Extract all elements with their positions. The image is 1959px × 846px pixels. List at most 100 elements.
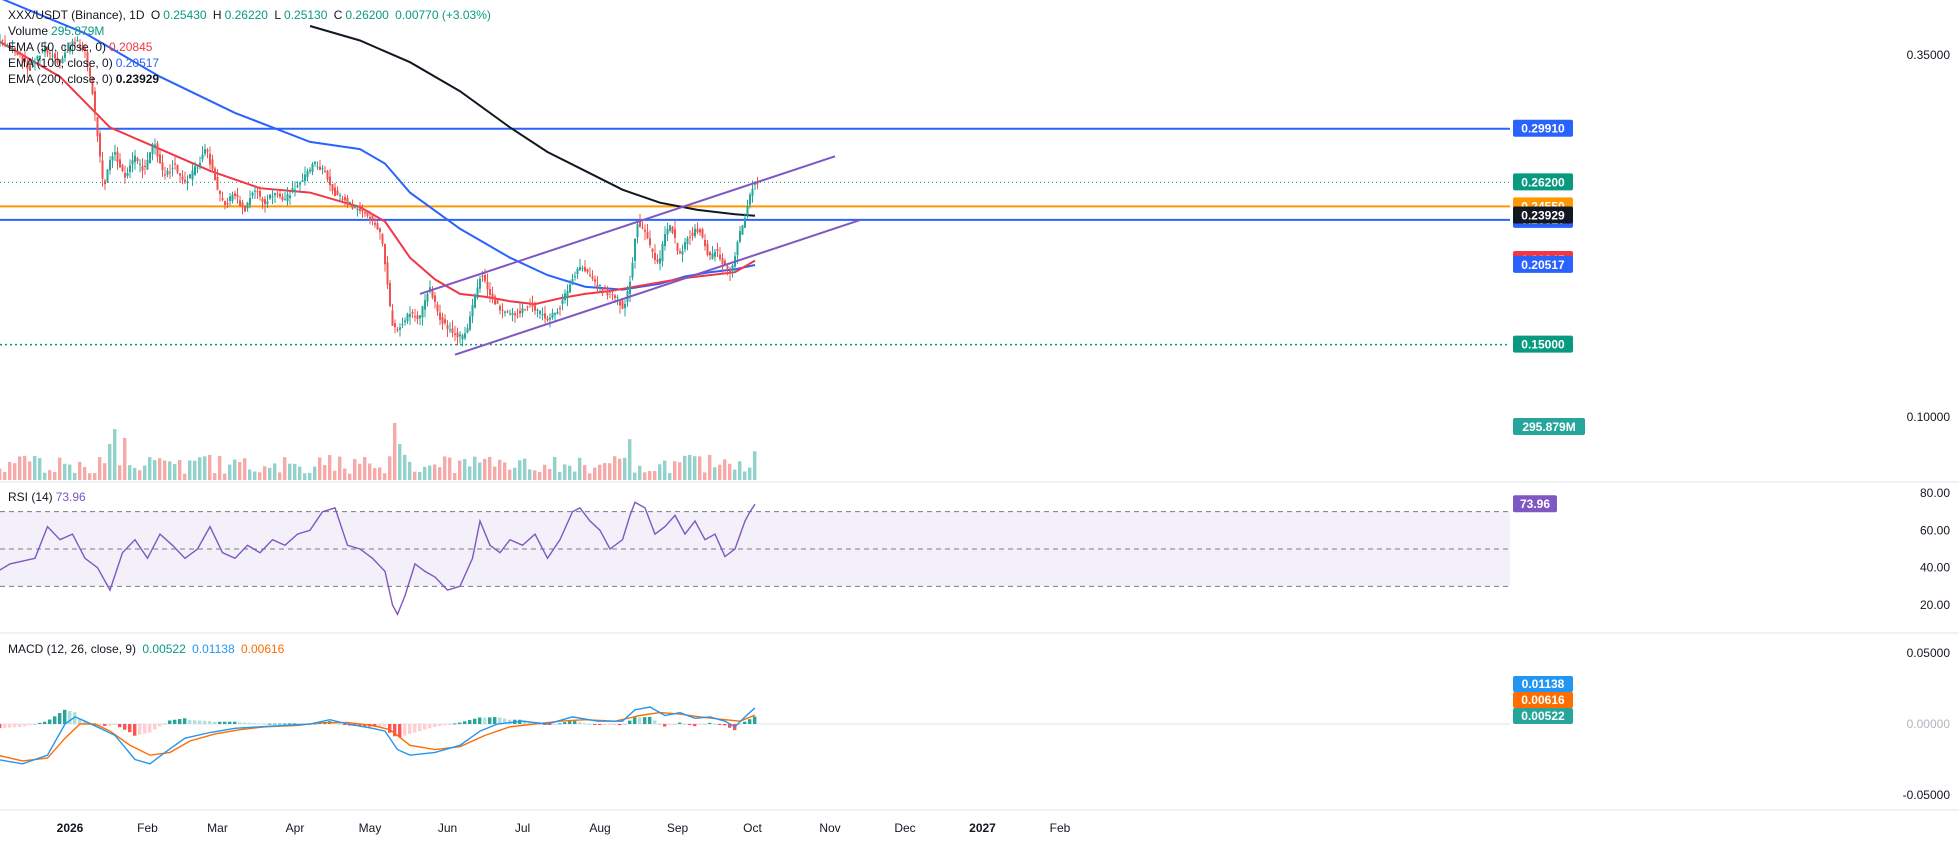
candle-body (431, 290, 434, 298)
rsi-tick-label: 20.00 (1920, 598, 1950, 612)
volume-bar (13, 463, 17, 480)
macd-histogram-bar (23, 724, 27, 727)
candle-body (309, 169, 311, 172)
candle-body (519, 310, 521, 314)
volume-bar (383, 473, 387, 480)
macd-histogram-bar (423, 724, 427, 730)
volume-bar (583, 465, 587, 480)
volume-bar (708, 454, 712, 480)
candle-body (424, 300, 426, 310)
candle-body (131, 160, 134, 165)
price-tag-label: 0.20517 (1521, 258, 1565, 272)
candle-body (521, 308, 524, 313)
candle-body (139, 163, 141, 165)
volume-bar (58, 457, 62, 480)
candle-body (229, 196, 231, 201)
candle-body (564, 293, 566, 300)
macd-histogram-bar (198, 720, 202, 724)
candle-body (566, 290, 569, 298)
candle-body (559, 308, 561, 310)
macd-histogram-bar (273, 723, 277, 725)
candle-body (696, 228, 699, 233)
macd-histogram-bar (538, 723, 542, 725)
macd-histogram-bar (128, 724, 132, 733)
volume-bar (638, 465, 642, 480)
candle-body (554, 312, 556, 315)
volume-bar (128, 465, 132, 480)
candle-body (514, 313, 516, 316)
volume-bar (378, 467, 382, 480)
volume-bar (53, 471, 57, 480)
candle-body (724, 260, 726, 265)
legend-macd-signal: 0.00616 (240, 642, 285, 656)
volume-bar (43, 472, 47, 480)
price-tag-label: 0.23929 (1521, 208, 1565, 222)
candle-body (676, 243, 679, 251)
candle-body (671, 226, 674, 233)
volume-bar (398, 444, 402, 480)
volume-tag-label: 295.879M (1522, 420, 1575, 434)
volume-bar (48, 470, 52, 480)
macd-histogram-bar (178, 719, 182, 724)
volume-bar (548, 468, 552, 480)
rsi-tick-label: 60.00 (1920, 523, 1950, 537)
macd-histogram-bar (203, 720, 207, 724)
volume-bar (278, 472, 282, 480)
macd-histogram-bar (123, 724, 127, 730)
candle-body (744, 218, 746, 228)
candle-body (246, 202, 249, 209)
candle-body (714, 251, 716, 257)
legend-close-label: C (333, 8, 343, 22)
macd-histogram-bar (143, 724, 147, 734)
macd-histogram-bar (413, 724, 417, 733)
legend-high-label: H (212, 8, 222, 22)
candle-body (591, 276, 594, 279)
volume-bar (343, 468, 347, 480)
candle-body (316, 166, 319, 168)
candle-body (709, 252, 711, 256)
candle-body (384, 244, 386, 265)
candle-body (481, 275, 484, 277)
macd-histogram-bar (98, 724, 102, 726)
volume-bar (323, 465, 327, 480)
macd-histogram-bar (468, 720, 472, 724)
volume-bar (723, 459, 727, 480)
legend-low: 0.25130 (284, 8, 328, 22)
candle-body (144, 165, 146, 167)
candle-body (324, 170, 326, 172)
volume-bar (468, 466, 472, 480)
macd-histogram-bar (688, 724, 692, 725)
candle-body (146, 159, 149, 170)
candle-body (134, 155, 136, 163)
time-tick-label: Apr (286, 821, 305, 835)
time-tick-label: Mar (207, 821, 228, 835)
macd-histogram-bar (648, 716, 652, 724)
candle-body (561, 299, 564, 304)
volume-bar (268, 467, 272, 480)
candle-body (224, 201, 226, 205)
volume-bar (198, 457, 202, 480)
candle-body (259, 190, 261, 197)
macd-histogram-bar (243, 722, 247, 724)
legend-macd-row: MACD (12, 26, close, 9) 0.00522 0.01138 … (8, 641, 287, 657)
candle-body (371, 215, 374, 219)
candle-body (51, 55, 54, 57)
volume-bar (713, 467, 717, 480)
volume-bar (238, 462, 242, 480)
volume-bar (403, 454, 407, 480)
candle-body (14, 48, 16, 51)
candle-body (604, 288, 606, 290)
candle-body (391, 310, 394, 326)
candle-body (434, 295, 436, 302)
candle-body (109, 160, 111, 171)
macd-histogram-bar (558, 723, 562, 725)
macd-histogram-bar (253, 723, 257, 725)
volume-bar (173, 464, 177, 480)
volume-bar (273, 463, 277, 480)
candle-body (456, 332, 459, 338)
macd-value-label: 0.00616 (1521, 693, 1565, 707)
macd-histogram-bar (188, 720, 192, 724)
candle-body (121, 165, 124, 172)
volume-bar (423, 466, 427, 480)
